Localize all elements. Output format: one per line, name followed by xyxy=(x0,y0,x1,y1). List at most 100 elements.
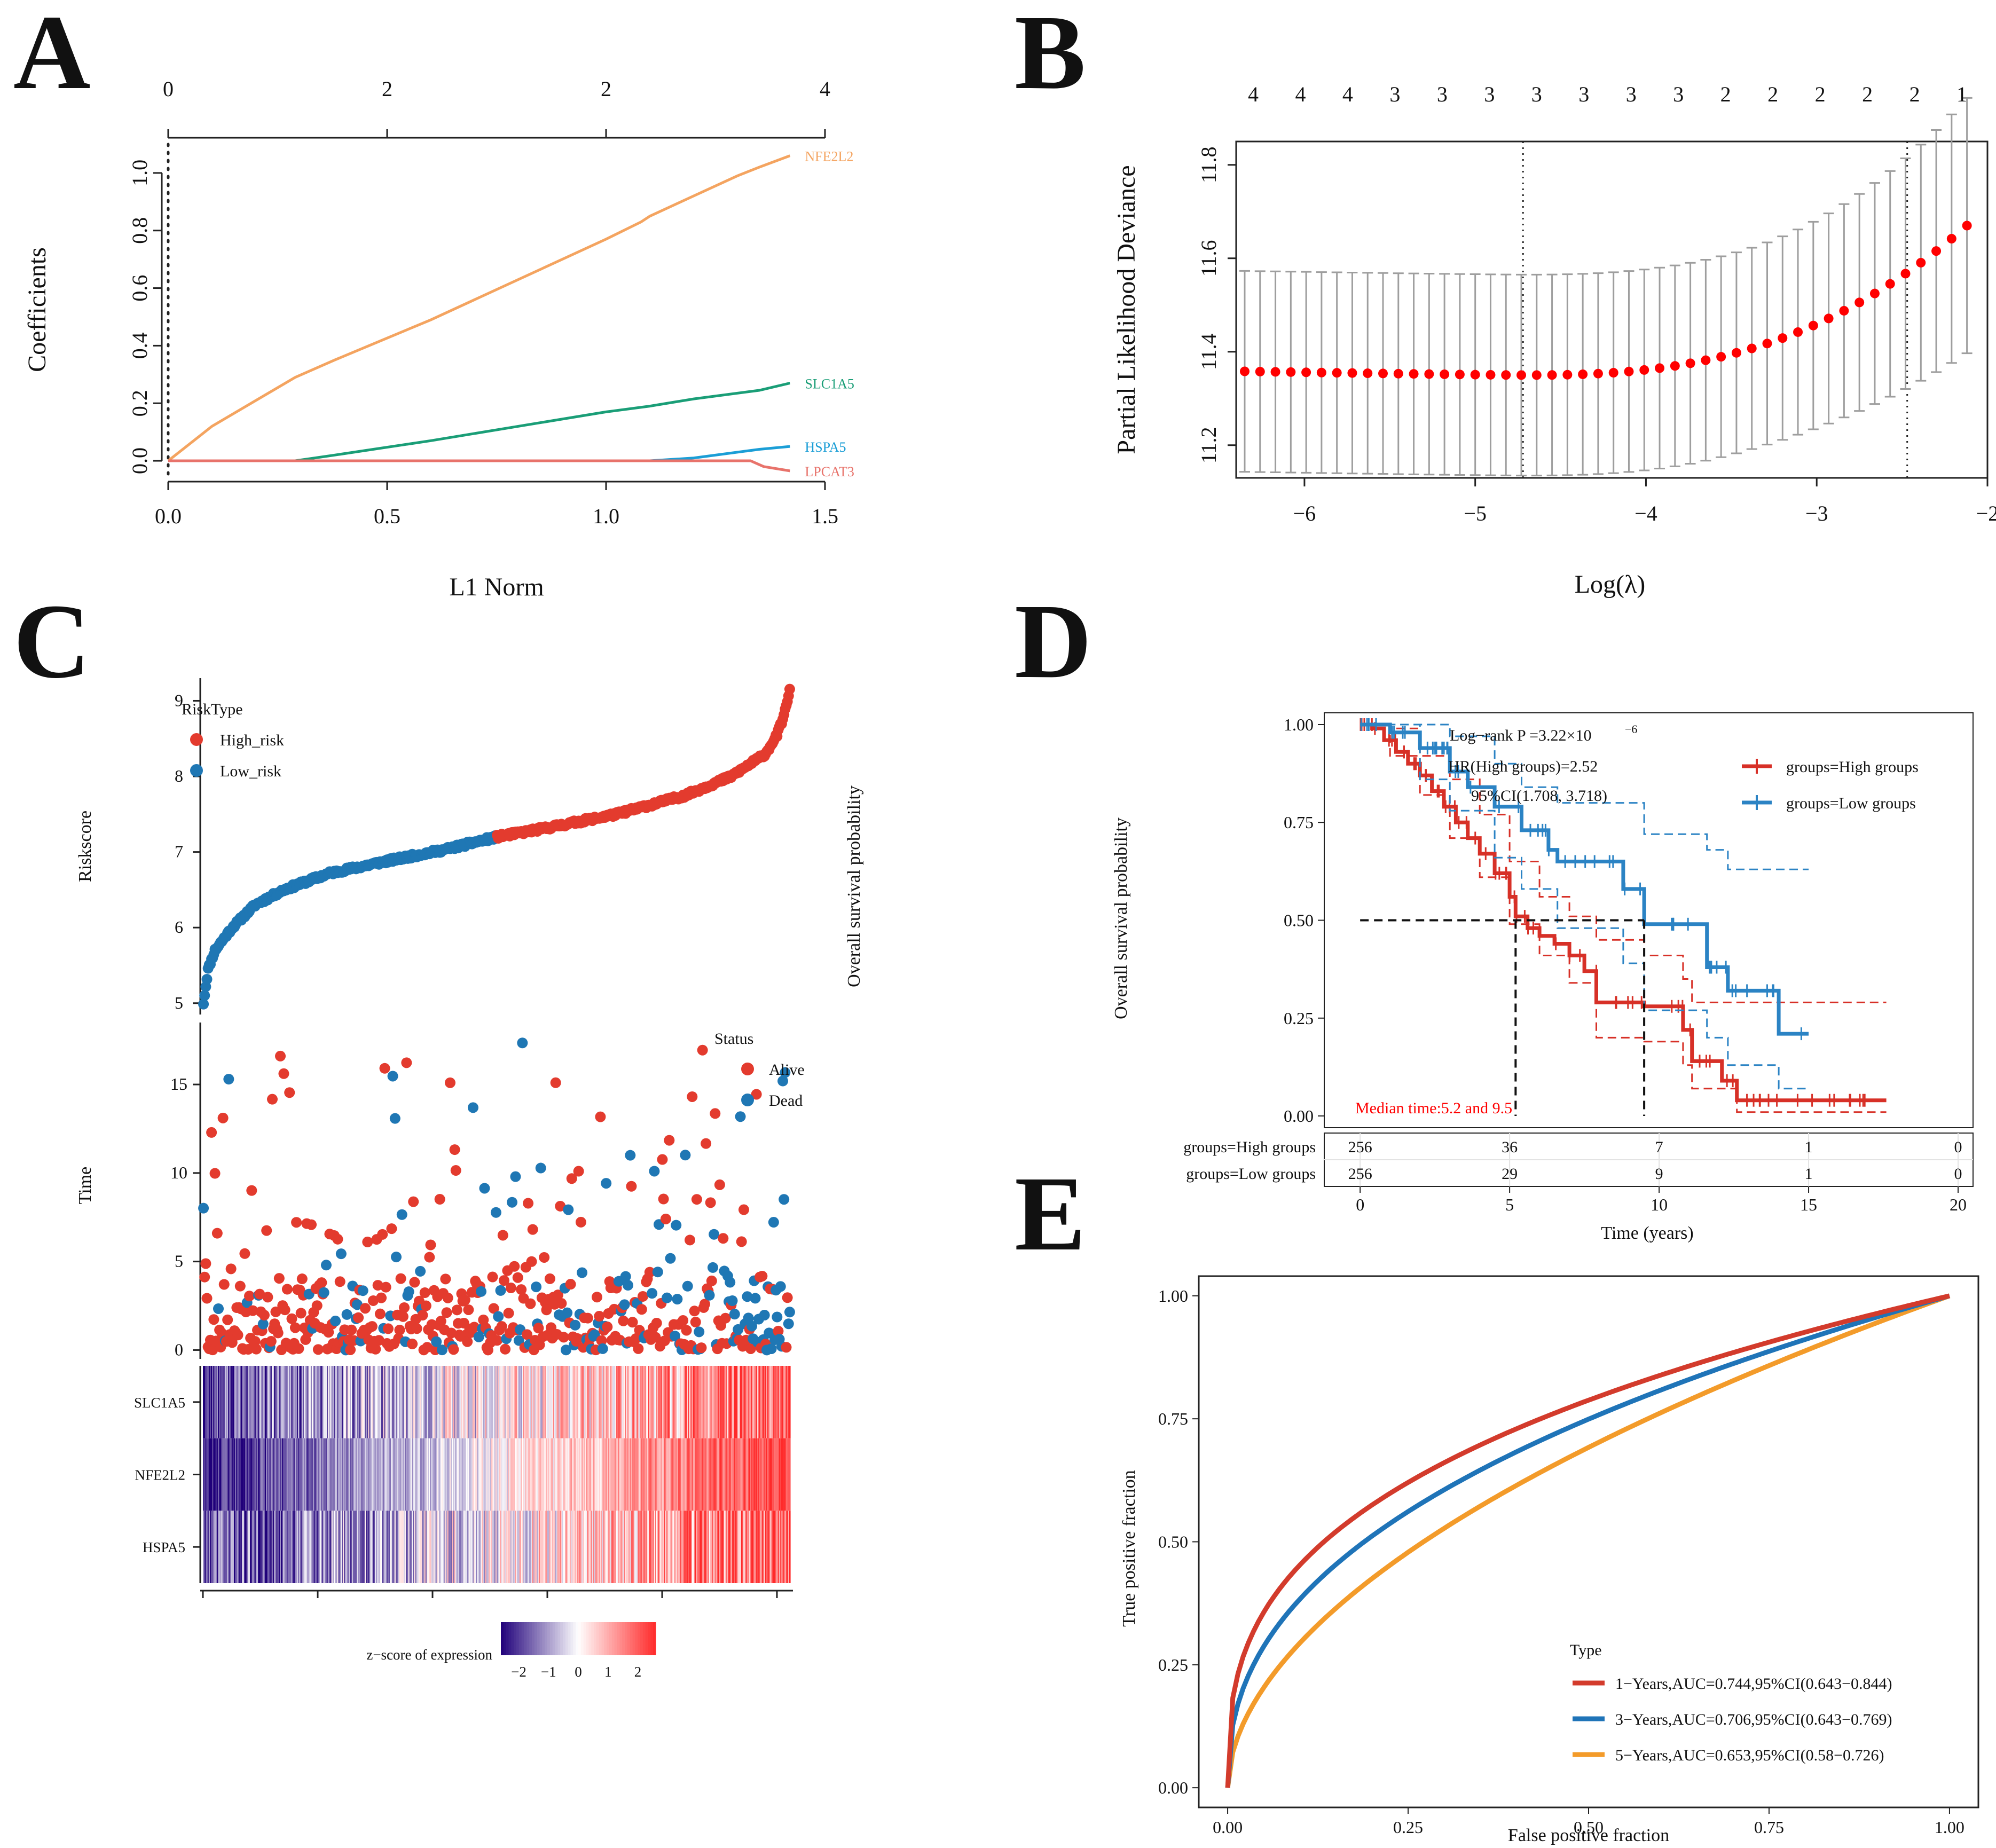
heat-cell xyxy=(256,1511,258,1583)
heat-cell xyxy=(355,1438,357,1511)
heat-cell xyxy=(382,1511,383,1583)
heat-cell xyxy=(262,1366,264,1438)
colorbar-segment xyxy=(625,1622,628,1655)
heat-cell xyxy=(350,1438,351,1511)
heat-cell xyxy=(433,1438,435,1511)
deviance-point xyxy=(1378,368,1388,379)
heat-cell xyxy=(271,1366,273,1438)
heat-cell xyxy=(376,1366,378,1438)
heat-cell xyxy=(401,1438,403,1511)
heat-cell xyxy=(408,1366,410,1438)
heat-cell xyxy=(387,1438,389,1511)
heat-cell xyxy=(371,1438,373,1511)
heat-cell xyxy=(569,1511,571,1583)
heat-cell xyxy=(402,1511,404,1583)
heat-cell xyxy=(324,1366,326,1438)
heat-cell xyxy=(674,1438,676,1511)
time-point xyxy=(714,1179,725,1190)
heat-cell xyxy=(727,1438,729,1511)
y-tick-label: 0.0 xyxy=(128,447,152,474)
time-point xyxy=(779,1194,790,1205)
heat-cell xyxy=(214,1366,216,1438)
heat-cell xyxy=(383,1366,385,1438)
heat-cell xyxy=(348,1438,350,1511)
time-point xyxy=(725,1277,736,1288)
heat-cell xyxy=(354,1366,356,1438)
heat-cell xyxy=(638,1511,640,1583)
heat-cell xyxy=(347,1511,349,1583)
time-point xyxy=(415,1265,426,1277)
heat-cell xyxy=(767,1366,769,1438)
heat-cell xyxy=(583,1511,584,1583)
time-point xyxy=(572,1333,583,1344)
heat-cell xyxy=(576,1511,577,1583)
heat-cell xyxy=(232,1511,234,1583)
x-axis-title: L1 Norm xyxy=(449,573,544,601)
heat-cell xyxy=(227,1511,229,1583)
time-point xyxy=(541,1304,552,1316)
heat-cell xyxy=(335,1366,336,1438)
colorbar-segment xyxy=(642,1622,646,1655)
heat-cell xyxy=(436,1438,437,1511)
heat-cell xyxy=(638,1366,640,1438)
heat-cell xyxy=(309,1511,311,1583)
heat-cell xyxy=(285,1511,287,1583)
time-point xyxy=(208,1314,219,1325)
heat-cell xyxy=(690,1366,692,1438)
heat-cell xyxy=(539,1438,541,1511)
heat-cell xyxy=(495,1511,497,1583)
heat-cell xyxy=(207,1438,209,1511)
heat-cell xyxy=(483,1438,484,1511)
time-point xyxy=(651,1317,662,1328)
time-point xyxy=(330,1316,341,1327)
heat-cell xyxy=(366,1366,367,1438)
colorbar-segment xyxy=(591,1622,594,1655)
heat-cell xyxy=(405,1511,406,1583)
time-point xyxy=(527,1224,538,1235)
time-point xyxy=(217,1112,229,1123)
time-point xyxy=(258,1310,270,1321)
heat-cell xyxy=(467,1438,468,1511)
deviance-point xyxy=(1409,369,1419,379)
heat-cell xyxy=(353,1366,355,1438)
heat-cell xyxy=(760,1366,762,1438)
heat-cell xyxy=(335,1511,336,1583)
heat-cell xyxy=(623,1511,625,1583)
time-point xyxy=(573,1166,584,1177)
heat-cell xyxy=(577,1366,579,1438)
heat-cell xyxy=(616,1511,618,1583)
heat-cell xyxy=(293,1438,295,1511)
risk-point xyxy=(784,683,795,695)
heat-cell xyxy=(246,1438,248,1511)
heat-cell xyxy=(276,1511,278,1583)
heat-cell xyxy=(344,1511,346,1583)
heat-cell xyxy=(680,1511,682,1583)
heat-cell xyxy=(741,1511,743,1583)
roc-legend-label: 3−Years,AUC=0.706,95%CI(0.643−0.769) xyxy=(1615,1711,1892,1728)
heat-cell xyxy=(730,1511,733,1583)
heat-cell xyxy=(607,1511,608,1583)
heat-cell xyxy=(312,1511,313,1583)
risk-y-tick-label: 9 xyxy=(175,690,183,710)
heat-cell xyxy=(533,1438,535,1511)
heat-cell xyxy=(361,1438,363,1511)
time-point xyxy=(777,1075,789,1087)
time-point xyxy=(697,1044,708,1056)
deviance-point xyxy=(1778,333,1788,343)
time-point xyxy=(780,1067,791,1078)
heat-cell xyxy=(663,1366,665,1438)
heat-cell xyxy=(408,1438,410,1511)
heat-cell xyxy=(696,1511,698,1583)
heat-cell xyxy=(230,1366,232,1438)
heat-cell xyxy=(608,1511,610,1583)
heat-cell xyxy=(698,1366,700,1438)
time-point xyxy=(323,1327,334,1338)
heat-cell xyxy=(643,1511,645,1583)
heat-cell xyxy=(410,1511,412,1583)
deviance-point xyxy=(1255,366,1265,376)
heat-cell xyxy=(238,1366,240,1438)
time-point xyxy=(736,1236,747,1247)
heat-cell xyxy=(710,1511,712,1583)
heat-cell xyxy=(579,1511,581,1583)
time-point xyxy=(374,1308,386,1319)
